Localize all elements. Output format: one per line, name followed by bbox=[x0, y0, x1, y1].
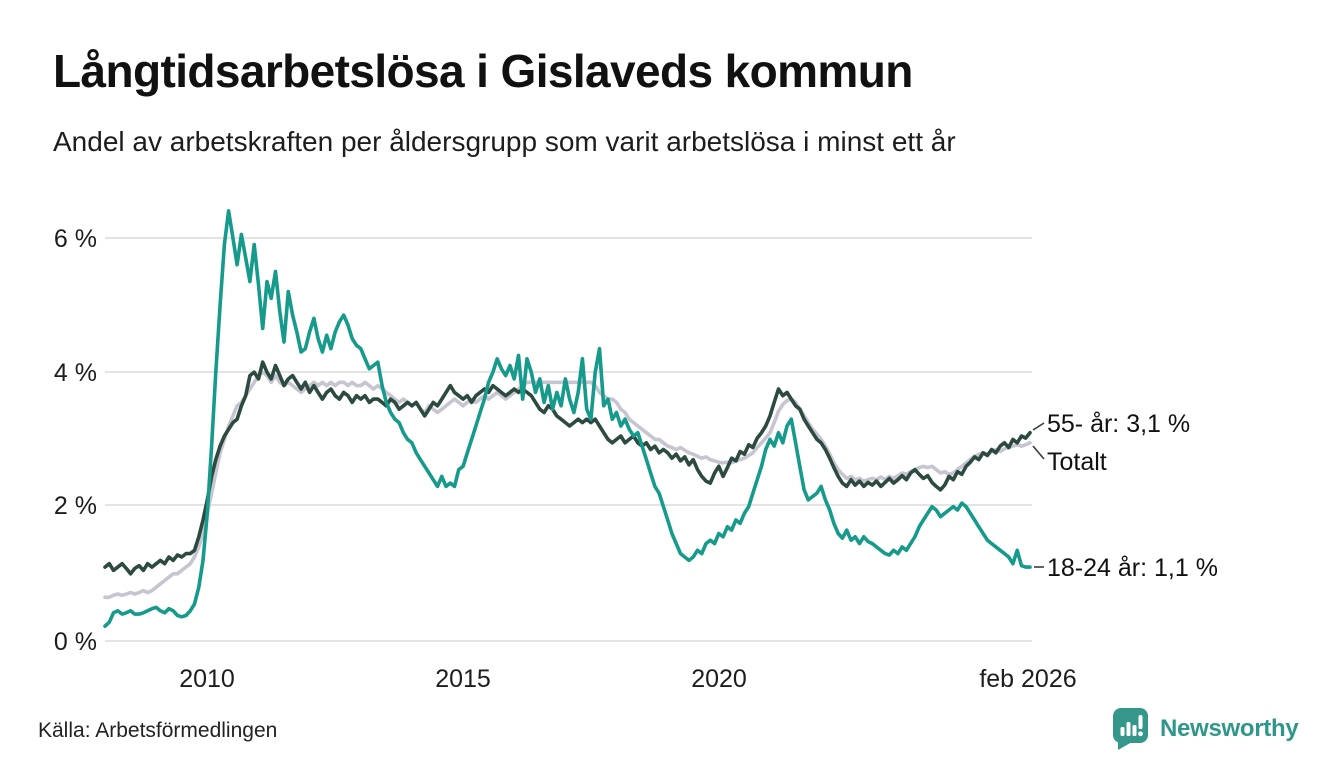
series-line-18-24-år bbox=[103, 209, 1032, 629]
x-tick-label: 2015 bbox=[435, 665, 491, 693]
brand-name: Newsworthy bbox=[1160, 714, 1299, 742]
page-subtitle: Andel av arbetskraften per åldersgrupp s… bbox=[53, 126, 956, 157]
leader-totalt bbox=[1032, 445, 1045, 460]
x-tick-label: 2020 bbox=[691, 665, 747, 693]
x-tick-label: feb 2026 bbox=[979, 665, 1076, 693]
y-tick-label: 0 % bbox=[54, 628, 97, 656]
page-title: Långtidsarbetslösa i Gislaveds kommun bbox=[53, 45, 913, 97]
x-tick-label: 2010 bbox=[179, 665, 235, 693]
x-axis: 2010 2015 2020 feb 2026 bbox=[179, 665, 1076, 693]
y-tick-label: 4 % bbox=[54, 359, 97, 387]
gridlines bbox=[105, 237, 1032, 642]
series-line-55--år bbox=[103, 360, 1032, 576]
source-note: Källa: Arbetsförmedlingen bbox=[38, 719, 278, 742]
annotations: 55- år: 3,1 % Totalt 18-24 år: 1,1 % bbox=[1047, 410, 1218, 582]
newsworthy-icon bbox=[1113, 708, 1148, 750]
y-tick-label: 6 % bbox=[54, 225, 97, 253]
brand-logo: Newsworthy bbox=[1110, 706, 1299, 751]
y-tick-label: 2 % bbox=[54, 492, 97, 520]
annotation-55-ar: 55- år: 3,1 % bbox=[1047, 410, 1190, 438]
series-layer bbox=[103, 209, 1032, 629]
leader-55-ar bbox=[1032, 422, 1045, 431]
annotation-18-24-ar: 18-24 år: 1,1 % bbox=[1047, 554, 1218, 582]
annotation-totalt: Totalt bbox=[1047, 448, 1107, 476]
y-axis: 6 % 4 % 2 % 0 % bbox=[54, 225, 97, 656]
annotation-leaders bbox=[1032, 422, 1045, 568]
series-line-Totalt bbox=[103, 370, 1032, 600]
